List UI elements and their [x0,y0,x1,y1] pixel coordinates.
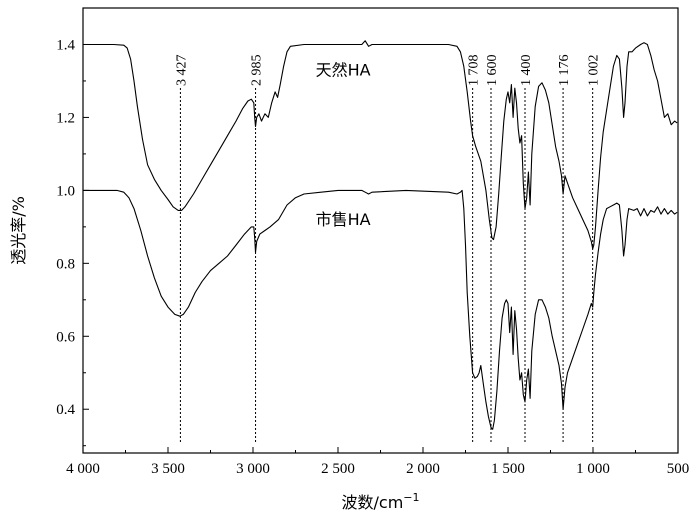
x-tick-label: 2 500 [321,461,355,477]
peak-label: 1 600 [485,55,500,87]
peak-label: 2 985 [250,55,265,87]
peak-label: 1 176 [557,55,572,87]
x-tick-label: 500 [667,461,690,477]
x-axis-title-text: 波数/cm [342,493,404,512]
x-axis-ticks: 4 000 3 500 3 000 2 500 2 000 1 500 1 000 500 [66,447,689,477]
peak-label: 1 002 [587,55,602,87]
y-axis-title: 透光率/% [9,196,28,265]
series-line [83,189,678,430]
y-tick-label: 0.6 [56,329,75,345]
peak-label: 1 708 [467,55,482,87]
y-axis-ticks: 0.4 0.6 0.8 1.0 1.2 1.4 [56,7,89,447]
y-tick-label: 1.2 [56,110,75,126]
peak-label: 3 427 [174,55,189,87]
x-tick-label: 1 000 [576,461,610,477]
y-tick-label: 1.0 [56,183,75,199]
x-tick-label: 2 000 [406,461,440,477]
series-line [83,40,678,250]
x-tick-label: 4 000 [66,461,100,477]
y-tick-label: 0.4 [56,402,75,418]
y-tick-label: 0.8 [56,256,75,272]
spectra [83,40,678,430]
x-axis-title-superscript: −1 [403,491,419,504]
series-label: 市售HA [316,210,371,229]
y-tick-label: 1.4 [56,37,75,53]
x-axis-title: 波数/cm−1 [342,491,420,512]
peak-reference-lines [179,88,594,443]
x-tick-label: 1 500 [491,461,525,477]
x-tick-label: 3 500 [151,461,185,477]
series-labels: 天然HA 市售HA [316,60,371,229]
x-tick-label: 3 000 [236,461,270,477]
peak-labels: 3 427 2 985 1 708 1 600 1 400 1 176 1 002 [174,55,601,87]
peak-label: 1 400 [519,55,534,87]
series-label: 天然HA [316,60,371,79]
